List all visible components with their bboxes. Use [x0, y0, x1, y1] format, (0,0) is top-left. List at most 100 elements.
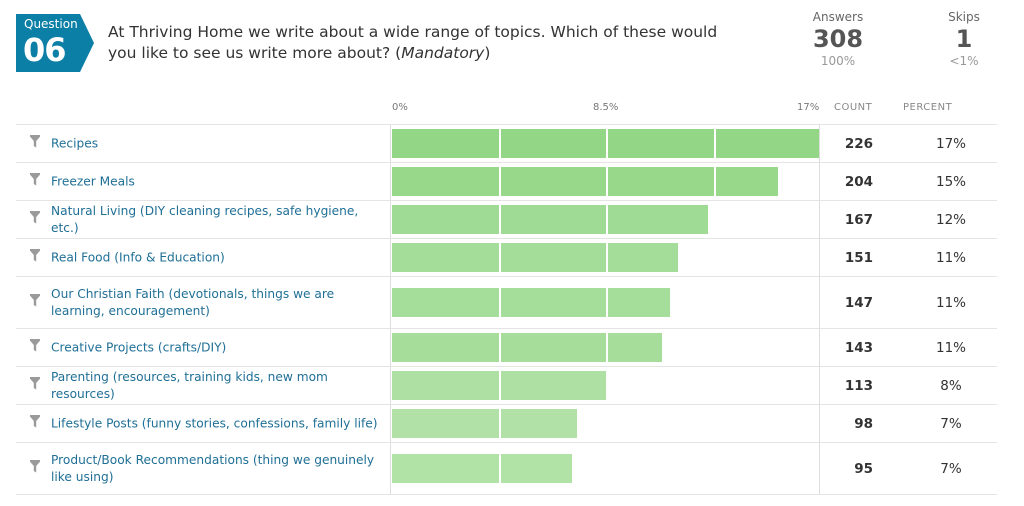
- count-value: 147: [844, 294, 873, 311]
- count-value: 167: [844, 211, 873, 228]
- skips-percent: <1%: [949, 54, 979, 68]
- gridline: [713, 405, 716, 442]
- answers-stat: Answers 308 100%: [800, 10, 876, 68]
- table-row: Freezer Meals 204 15%: [16, 162, 997, 200]
- bar-track: [390, 239, 820, 276]
- bar[interactable]: [392, 167, 778, 196]
- answer-choice-label[interactable]: Lifestyle Posts (funny stories, confessi…: [51, 416, 378, 430]
- gridline: [498, 277, 501, 328]
- count-value: 95: [854, 460, 873, 477]
- gridline: [606, 239, 608, 276]
- bar[interactable]: [392, 129, 820, 158]
- percent-value: 7%: [940, 460, 962, 477]
- question-title-end: ): [484, 44, 491, 62]
- skips-value: 1: [955, 25, 973, 53]
- answers-value: 308: [812, 25, 864, 53]
- table-row: Creative Projects (crafts/DIY) 143 11%: [16, 328, 997, 366]
- x-tick-label: 17%: [797, 102, 820, 113]
- gridline: [713, 163, 716, 200]
- gridline: [498, 163, 501, 200]
- table-row: Our Christian Faith (devotionals, things…: [16, 276, 997, 328]
- gridline: [606, 201, 608, 238]
- table-row: Parenting (resources, training kids, new…: [16, 366, 997, 404]
- gridline: [713, 239, 716, 276]
- answer-choice-label[interactable]: Natural Living (DIY cleaning recipes, sa…: [51, 203, 359, 235]
- answer-choice-label[interactable]: Parenting (resources, training kids, new…: [51, 369, 328, 401]
- answer-choice-label[interactable]: Creative Projects (crafts/DIY): [51, 340, 227, 354]
- gridline: [713, 367, 716, 404]
- gridline: [713, 443, 716, 494]
- filter-icon[interactable]: [30, 248, 40, 263]
- bar[interactable]: [392, 243, 678, 272]
- gridline: [606, 277, 608, 328]
- bar[interactable]: [392, 409, 578, 438]
- bar-track: [390, 367, 820, 404]
- gridline: [498, 367, 501, 404]
- gridline: [498, 125, 501, 162]
- filter-icon[interactable]: [30, 134, 40, 149]
- question-badge-shape: [16, 14, 94, 72]
- gridline: [606, 443, 608, 494]
- bar-track: [390, 329, 820, 366]
- count-value: 204: [844, 173, 873, 190]
- gridline: [713, 277, 716, 328]
- percent-column-header: PERCENT: [903, 102, 953, 113]
- question-title: At Thriving Home we write about a wide r…: [108, 22, 748, 64]
- gridline: [606, 405, 608, 442]
- question-title-main: At Thriving Home we write about a wide r…: [108, 23, 718, 62]
- answer-choice-label[interactable]: Real Food (Info & Education): [51, 250, 225, 264]
- answers-percent: 100%: [820, 54, 856, 68]
- gridline: [606, 329, 608, 366]
- percent-value: 17%: [935, 135, 966, 152]
- answer-choice-label[interactable]: Our Christian Faith (devotionals, things…: [51, 286, 335, 318]
- filter-icon[interactable]: [30, 459, 40, 474]
- skips-stat: Skips 1 <1%: [926, 10, 1002, 68]
- percent-value: 11%: [935, 294, 966, 311]
- gridline: [498, 405, 501, 442]
- question-word: Question: [24, 17, 78, 31]
- filter-icon[interactable]: [30, 172, 40, 187]
- table-row: Recipes 226 17%: [16, 124, 997, 162]
- filter-icon[interactable]: [30, 338, 40, 353]
- gridline: [606, 367, 608, 404]
- gridline: [606, 163, 608, 200]
- table-row: Real Food (Info & Education) 151 11%: [16, 238, 997, 276]
- table-row: Product/Book Recommendations (thing we g…: [16, 442, 997, 495]
- bar[interactable]: [392, 288, 670, 317]
- percent-value: 7%: [940, 415, 962, 432]
- count-value: 151: [844, 249, 873, 266]
- filter-icon[interactable]: [30, 414, 40, 429]
- filter-icon[interactable]: [30, 293, 40, 308]
- gridline: [498, 201, 501, 238]
- percent-value: 12%: [935, 211, 966, 228]
- bar-track: [390, 125, 820, 162]
- answer-choice-label[interactable]: Recipes: [51, 136, 99, 150]
- gridline: [713, 329, 716, 366]
- percent-value: 11%: [935, 249, 966, 266]
- gridline: [713, 125, 716, 162]
- bar-track: [390, 405, 820, 442]
- count-value: 98: [854, 415, 873, 432]
- bar-track: [390, 163, 820, 200]
- bar[interactable]: [392, 205, 708, 234]
- gridline: [498, 443, 501, 494]
- question-badge: Question 06: [16, 14, 94, 72]
- percent-value: 15%: [935, 173, 966, 190]
- gridline: [606, 125, 608, 162]
- bar-track: [390, 443, 820, 494]
- table-row: Lifestyle Posts (funny stories, confessi…: [16, 404, 997, 442]
- gridline: [498, 329, 501, 366]
- answer-choice-label[interactable]: Freezer Meals: [51, 174, 135, 188]
- filter-icon[interactable]: [30, 210, 40, 225]
- count-value: 143: [844, 339, 873, 356]
- gridline: [498, 239, 501, 276]
- gridline: [713, 201, 716, 238]
- count-value: 226: [844, 135, 873, 152]
- x-tick-label: 0%: [392, 102, 408, 113]
- bar[interactable]: [392, 333, 663, 362]
- answer-choice-label[interactable]: Product/Book Recommendations (thing we g…: [51, 452, 375, 484]
- filter-icon[interactable]: [30, 376, 40, 391]
- bar[interactable]: [392, 454, 572, 483]
- count-column-header: COUNT: [834, 102, 873, 113]
- table-row: Natural Living (DIY cleaning recipes, sa…: [16, 200, 997, 238]
